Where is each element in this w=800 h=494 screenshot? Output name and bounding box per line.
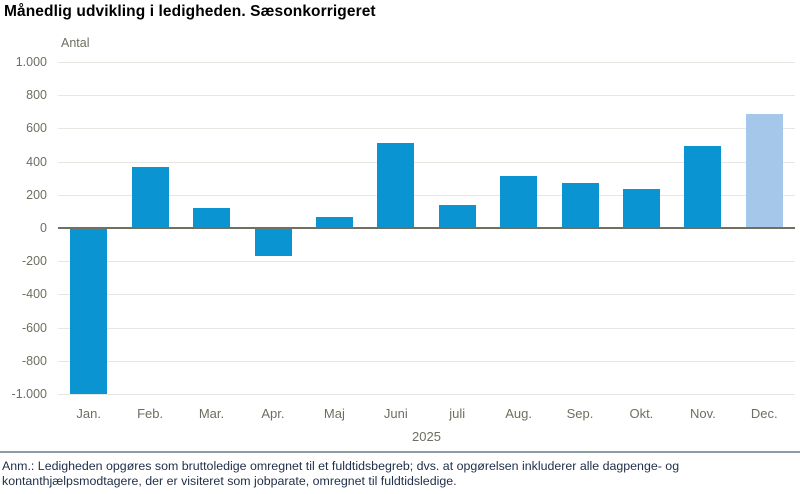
y-tick-label: -600 [21,320,47,335]
x-tick-label: Maj [323,406,345,421]
y-tick-label: -1.000 [11,387,47,401]
y-tick-label: -800 [21,353,47,368]
y-tick-label: 600 [26,121,47,136]
chart-title: Månedlig udvikling i ledigheden. Sæsonko… [4,3,376,20]
x-axis-year-label: 2025 [412,429,441,444]
bar-aug [500,175,538,228]
x-tick-label: Sep. [566,406,594,421]
x-tick-label: Jan. [76,406,101,421]
bar-nov [684,145,722,228]
gridline [58,62,795,63]
y-tick-label: 400 [26,154,47,169]
gridline [58,327,795,329]
gridline [58,128,795,130]
footnote-line-1: Anm.: Ledigheden opgøres som bruttoledig… [2,459,680,473]
x-tick-label: juli [449,406,466,421]
y-tick-label: -400 [21,287,47,302]
y-tick-label: 0 [40,221,47,235]
y-tick-label: 800 [26,88,47,103]
y-tick-label: 200 [26,187,47,202]
x-tick-label: Apr. [261,406,285,421]
bar-maj [315,217,353,228]
bar-jan [70,228,108,394]
bar-okt [623,189,660,228]
gridline [58,261,795,263]
gridline [58,394,795,395]
footer-divider [0,451,800,453]
y-axis-unit-label: Antal [61,36,90,50]
x-tick-label: Feb. [137,406,164,421]
bar-juli [438,204,476,228]
bar-juni [377,143,415,228]
x-tick-label: Dec. [750,406,778,421]
bar-chart-plot: Antal 2025 1.000 800 600 400 200 0 -200 -400 -60… [11,36,795,444]
x-tick-label: Mar. [198,406,225,421]
bar-sep [561,183,599,228]
bar-feb [131,166,169,228]
x-tick-label: Juni [383,406,408,421]
x-tick-label: Aug. [505,406,532,421]
footnote-line-2: kontanthjælpsmodtagere, der er visiteret… [2,473,457,488]
x-tick-label: Nov. [690,406,716,421]
bar-apr [254,228,292,257]
y-tick-label: 1.000 [15,55,47,69]
gridline [58,95,795,97]
gridline [58,194,795,196]
gridline [58,360,795,362]
gridline [58,294,795,296]
bar-dec [745,114,783,228]
x-tick-label: Okt. [629,406,654,421]
gridline [58,161,795,163]
footnote-text: Anm.: Ledigheden opgøres som bruttoledig… [2,459,798,488]
y-tick-label: -200 [21,254,47,269]
zero-axis-line [58,227,795,229]
bar-mar [193,208,230,228]
